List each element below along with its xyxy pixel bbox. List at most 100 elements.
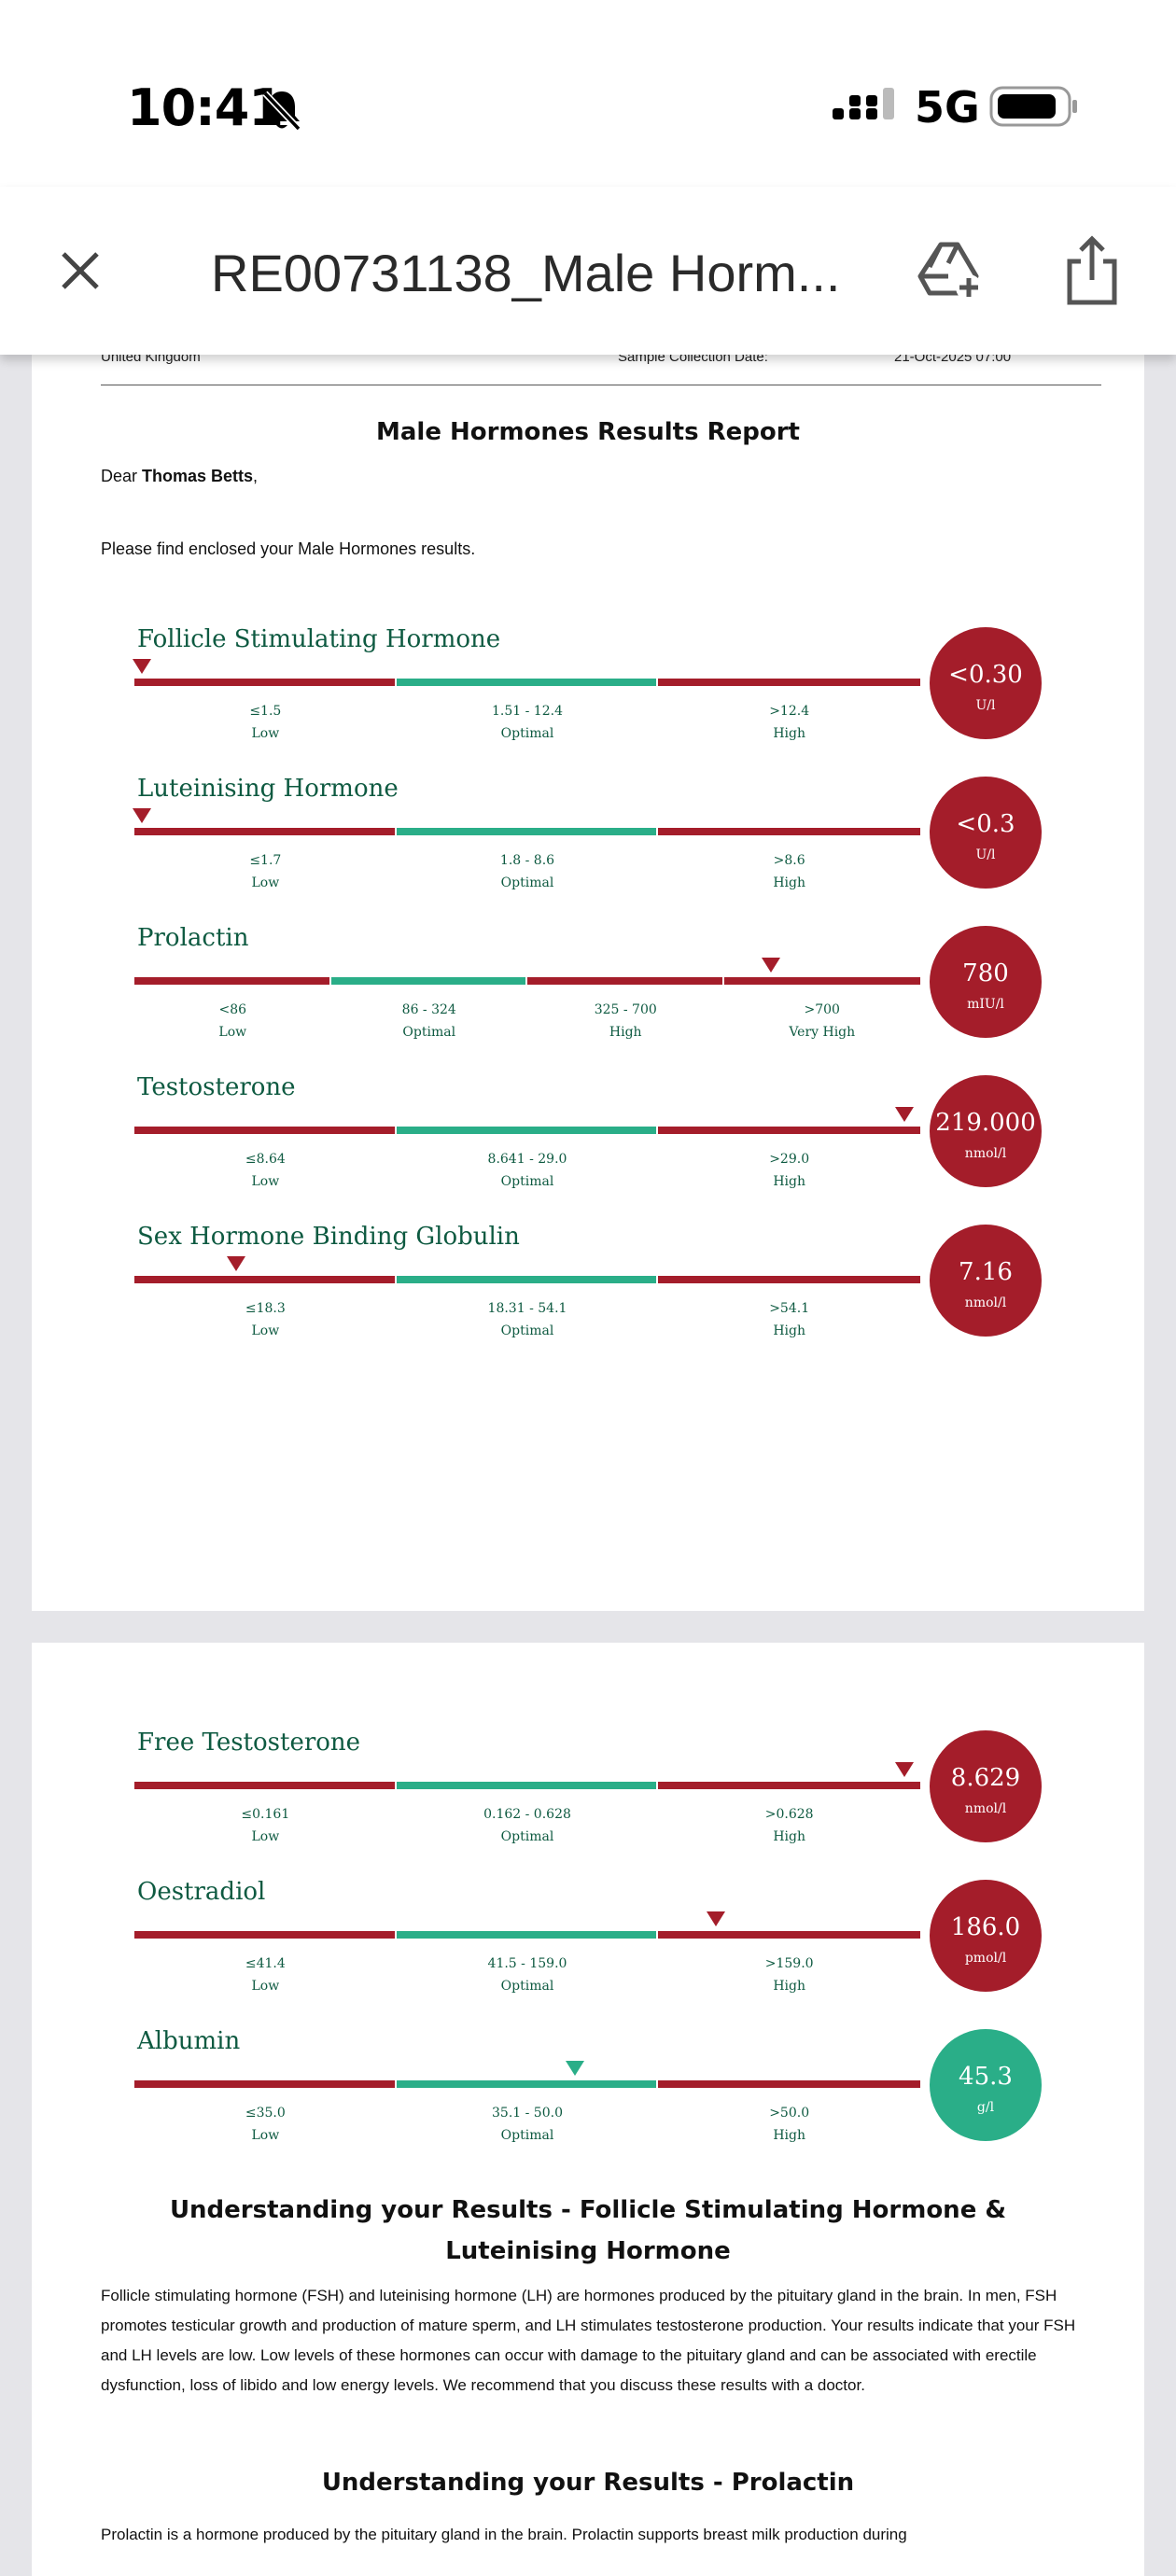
header-collection-date: 21-Oct-2025 07:00: [894, 353, 1012, 365]
range-value: >8.6: [773, 853, 805, 868]
range-label: 0.162 - 0.628 Optimal: [434, 1803, 621, 1848]
result-value: 219.000: [935, 1109, 1036, 1137]
result-value: 186.0: [950, 1913, 1021, 1941]
range-value: ≤8.64: [245, 1152, 286, 1167]
result-unit: pmol/l: [964, 1951, 1007, 1966]
range-value: ≤1.5: [249, 704, 282, 719]
share-icon[interactable]: [1062, 233, 1122, 308]
range-segment-optimal: [396, 1782, 659, 1789]
result-marker-triangle: [762, 958, 781, 973]
range-value: ≤1.7: [249, 853, 282, 868]
range-segment-optimal: [396, 1127, 659, 1134]
range-category: High: [773, 2128, 805, 2143]
result-marker-triangle: [565, 2061, 584, 2076]
result-value-badge: 7.16 nmol/l: [930, 1225, 1042, 1337]
result-value-badge: <0.30 U/l: [930, 627, 1042, 739]
range-category: Optimal: [500, 726, 554, 741]
range-category: Low: [251, 2128, 280, 2143]
range-label: 41.5 - 159.0 Optimal: [434, 1953, 621, 1997]
range-category: High: [773, 1979, 805, 1994]
range-segment-low: [134, 1782, 397, 1789]
range-value: 1.8 - 8.6: [499, 853, 555, 868]
range-segment-optimal: [396, 1276, 659, 1283]
range-category: High: [773, 1323, 805, 1338]
range-segment-optimal: [396, 679, 659, 686]
range-segment-low: [134, 1127, 397, 1134]
intro-text: Please find enclosed your Male Hormones …: [101, 539, 476, 558]
pdf-page-1: United Kingdom Sample Collection Date: 2…: [32, 353, 1144, 1611]
range-value: <86: [218, 1002, 247, 1017]
range-category: High: [773, 726, 805, 741]
range-segment-high: [658, 2080, 920, 2088]
prolactin-section-text: Prolactin is a hormone produced by the p…: [101, 2526, 907, 2543]
result-row: Albumin ≤35.0 Low 35.1 - 50.0 Optimal >50.0 Hi…: [32, 2027, 1144, 2167]
range-value: ≤0.161: [241, 1807, 290, 1822]
result-row: Sex Hormone Binding Globulin ≤18.3 Low 18.3…: [32, 1223, 1144, 1363]
battery-icon: [989, 86, 1077, 127]
range-category: Low: [251, 1323, 280, 1338]
range-value: ≤41.4: [245, 1956, 286, 1971]
range-label: 1.51 - 12.4 Optimal: [434, 700, 621, 745]
result-unit: mIU/l: [967, 997, 1004, 1012]
greeting-text: Dear: [101, 467, 143, 485]
range-bar: [134, 977, 920, 985]
range-category: Very High: [789, 1025, 856, 1040]
result-row: Prolactin <86 Low 86 - 324 Optimal 325 - 700 H…: [32, 924, 1144, 1064]
result-test-name: Free Testosterone: [137, 1729, 361, 1757]
range-label: >54.1 High: [696, 1297, 883, 1342]
range-category: Low: [251, 1174, 280, 1189]
result-value: <0.30: [948, 661, 1023, 689]
range-label: ≤41.4 Low: [172, 1953, 358, 1997]
range-category: Low: [251, 875, 280, 890]
header-country: United Kingdom: [101, 353, 201, 365]
status-bar: 10:41 5G: [0, 0, 1176, 187]
report-title: Male Hormones Results Report: [376, 418, 800, 446]
range-segment-low: [134, 977, 331, 985]
greeting-end: ,: [253, 467, 259, 485]
range-segment-high: [658, 1276, 920, 1283]
range-bar: [134, 1782, 920, 1789]
range-category: Low: [251, 1979, 280, 1994]
range-label: 1.8 - 8.6 Optimal: [434, 849, 621, 894]
range-bar: [134, 1931, 920, 1939]
range-segment-high: [527, 977, 724, 985]
range-label: ≤0.161 Low: [172, 1803, 358, 1848]
result-value-badge: 219.000 nmol/l: [930, 1075, 1042, 1187]
document-app-bar: RE00731138_Male Horm...: [0, 187, 1176, 355]
range-value: ≤35.0: [245, 2106, 286, 2121]
result-unit: nmol/l: [964, 1295, 1007, 1310]
close-icon[interactable]: [52, 243, 108, 299]
range-value: >700: [804, 1002, 840, 1017]
range-category: Optimal: [500, 875, 554, 890]
bell-muted-icon: [262, 91, 301, 132]
range-category: Optimal: [500, 2128, 554, 2143]
range-value: 35.1 - 50.0: [492, 2106, 563, 2121]
result-row: Luteinising Hormone ≤1.7 Low 1.8 - 8.6 Optim…: [32, 775, 1144, 915]
document-title: RE00731138_Male Horm...: [211, 244, 841, 302]
result-marker-triangle: [895, 1762, 915, 1777]
network-type: 5G: [915, 82, 980, 133]
range-value: 8.641 - 29.0: [487, 1152, 567, 1167]
range-segment-optimal: [396, 2080, 659, 2088]
add-to-drive-icon[interactable]: [917, 239, 987, 304]
range-segment-low: [134, 679, 397, 686]
result-marker-triangle: [895, 1107, 915, 1122]
range-value: 1.51 - 12.4: [492, 704, 563, 719]
range-segment-high: [658, 828, 920, 835]
result-unit: nmol/l: [964, 1801, 1007, 1816]
result-value-badge: 8.629 nmol/l: [930, 1730, 1042, 1842]
range-segment-high: [658, 679, 920, 686]
report-header-row: United Kingdom Sample Collection Date: 2…: [101, 353, 1101, 385]
range-segment-high: [658, 1931, 920, 1939]
range-label: >8.6 High: [696, 849, 883, 894]
range-category: Optimal: [500, 1174, 554, 1189]
pdf-page-2: Free Testosterone ≤0.161 Low 0.162 - 0.628 O…: [32, 1643, 1144, 2576]
range-segment-low: [134, 2080, 397, 2088]
range-bar: [134, 2080, 920, 2088]
range-category: Optimal: [500, 1979, 554, 1994]
result-value: 780: [962, 959, 1009, 987]
range-category: High: [773, 1174, 805, 1189]
range-bar: [134, 828, 920, 835]
range-label: ≤1.7 Low: [172, 849, 358, 894]
fsh-lh-section-heading: Understanding your Results - Follicle St…: [169, 2196, 1007, 2265]
